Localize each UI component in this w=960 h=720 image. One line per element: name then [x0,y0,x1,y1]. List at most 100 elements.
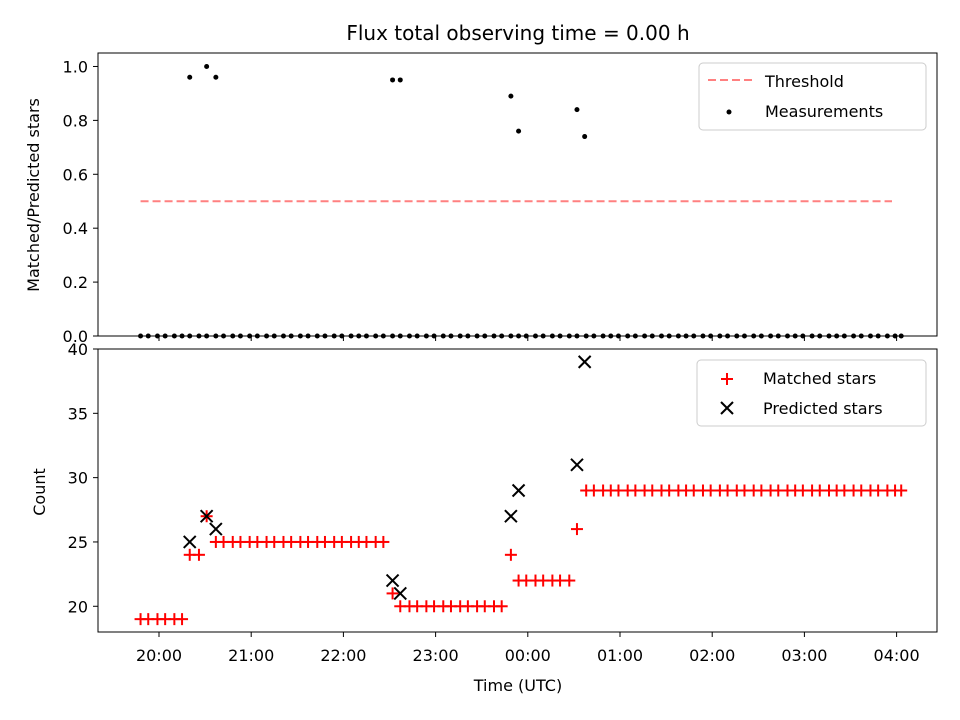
top-y-tick-label: 1.0 [63,57,88,76]
measurement-point [817,333,823,339]
measurement-point [523,333,529,339]
measurement-point [642,333,648,339]
bottom-panel: 20 25 30 35 40 20:00 21:00 22:00 23:00 00:00 01:0… [30,340,938,695]
measurement-point [499,333,505,339]
measurement-point [708,333,714,339]
x-tick-label: 20:00 [136,646,182,665]
bottom-x-ticks: 20:00 21:00 22:00 23:00 00:00 01:00 02:00 03:00… [136,632,920,665]
measurement-point [691,333,697,339]
measurement-point [457,333,463,339]
measurement-point [154,333,160,339]
predicted-star-point [199,509,214,523]
matched-star-point [563,574,576,587]
measurement-point [305,333,311,339]
measurement-point [851,333,857,339]
legend-measurements-label: Measurements [765,102,883,121]
measurement-point [700,333,706,339]
legend-matched-swatch [721,373,733,385]
measurement-point [187,74,193,80]
bottom-y-tick-label: 25 [68,533,88,552]
measurement-point [162,333,168,339]
measurement-point [264,333,270,339]
measurement-point [532,333,538,339]
chart-title: Flux total observing time = 0.00 h [346,21,689,45]
measurement-point [666,333,672,339]
measurement-point [397,333,403,339]
measurement-point [751,333,757,339]
predicted-star-point [385,573,400,588]
measurement-point [508,93,514,99]
measurement-point [717,333,723,339]
predicted-star-point [570,458,584,472]
measurement-point [390,333,396,339]
predicted-star-stroke-b [511,483,526,498]
bottom-y-ticks: 20 25 30 35 40 [68,340,98,616]
measurement-point [390,77,396,83]
bottom-legend: Matched stars Predicted stars [696,359,927,427]
measurement-point [841,333,847,339]
measurement-point [423,333,429,339]
measurement-point [898,333,904,339]
measurement-point [187,333,193,339]
bottom-plot-frame [97,348,938,633]
legend-predicted-label: Predicted stars [763,399,883,418]
legend-matched-label: Matched stars [763,369,876,388]
measurement-point [465,333,471,339]
matched-star-point [895,484,908,497]
predicted-star-point [577,355,592,369]
x-axis-label: Time (UTC) [473,676,562,695]
predicted-star-stroke-b [385,573,400,588]
measurement-point [867,333,873,339]
measurement-point [809,333,815,339]
measurement-point [683,333,689,339]
x-tick-label: 23:00 [413,646,459,665]
legend-threshold-label: Threshold [764,72,844,91]
measurement-point [414,333,420,339]
measurement-point [448,333,454,339]
matched-star-point [495,600,508,613]
measurement-point [179,333,185,339]
measurement-point [566,333,572,339]
x-tick-label: 21:00 [228,646,274,665]
measurement-point [237,333,243,339]
bottom-legend-frame [696,359,927,427]
top-y-tick-label: 0.0 [63,327,88,346]
measurement-point [280,333,286,339]
measurement-point [632,333,638,339]
measurement-point [213,333,219,339]
measurement-point [440,333,446,339]
matched-star-point [504,548,517,561]
measurement-point [271,333,277,339]
measurement-point [600,333,606,339]
measurement-point [658,333,664,339]
top-panel: 0.0 0.2 0.4 0.6 0.8 1.0 Matched/Predicted sta… [24,52,938,346]
measurement-point [171,333,177,339]
predicted-star-stroke-b [199,509,214,523]
measurement-point [204,333,210,339]
measurement-point [247,333,253,339]
measurement-point [356,333,362,339]
x-tick-label: 02:00 [689,646,735,665]
legend-measurements-swatch [726,109,732,115]
measurement-point [204,63,210,69]
measurement-point [557,333,563,339]
measurement-point [875,333,881,339]
measurement-point [297,333,303,339]
measurement-point [775,333,781,339]
measurement-point [858,333,864,339]
measurement-point [221,333,227,339]
matched-star-point [192,548,205,561]
bottom-y-tick-label: 40 [68,340,88,359]
measurement-point [792,333,798,339]
measurement-point [373,333,379,339]
measurement-point [582,134,588,140]
top-y-ticks: 0.0 0.2 0.4 0.6 0.8 1.0 [63,57,98,346]
measurement-point [230,333,236,339]
measurement-point [380,333,386,339]
measurement-point [474,333,480,339]
measurement-point [892,333,898,339]
predicted-star-stroke-b [183,535,197,549]
bottom-y-tick-label: 30 [68,469,88,488]
bottom-y-axis-label: Count [30,468,49,516]
